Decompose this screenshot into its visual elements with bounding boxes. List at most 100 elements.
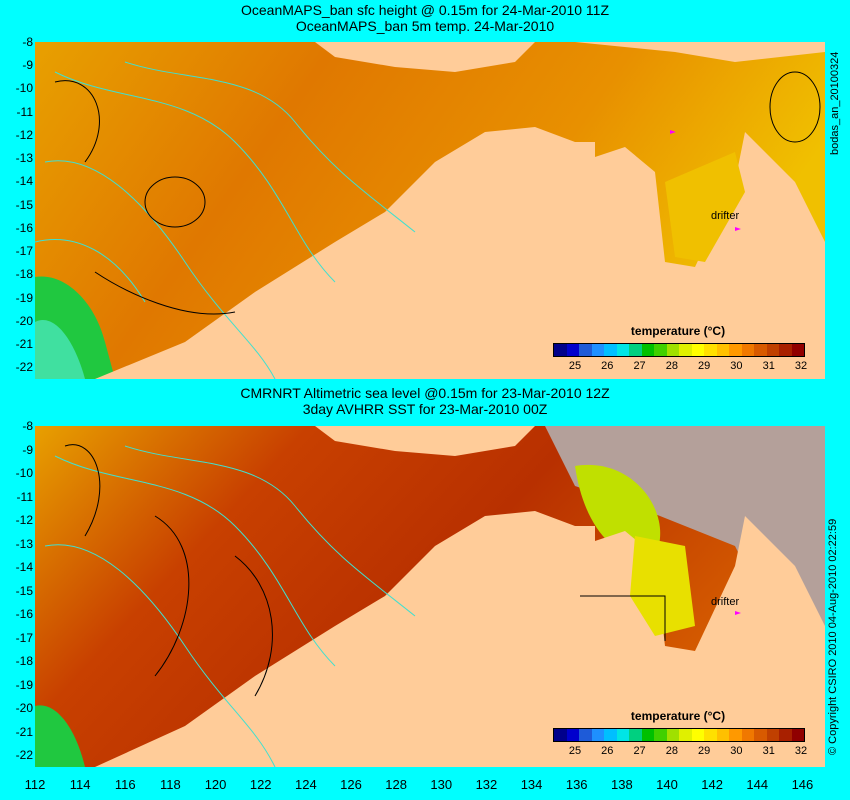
colorbar-tick-label: 30 xyxy=(730,745,743,757)
x-tick-label: 138 xyxy=(610,777,633,792)
colorbar-tick-label: 31 xyxy=(762,745,775,757)
colorbar-swatch xyxy=(591,729,604,741)
colorbar-swatch xyxy=(554,729,567,741)
panel2-cool-water xyxy=(35,705,85,767)
x-tick-label: 124 xyxy=(294,777,317,792)
x-tick-label: 114 xyxy=(69,777,91,792)
panel2-title-line2: 3day AVHRR SST for 23-Mar-2010 00Z xyxy=(302,401,548,417)
colorbar-tick-label: 31 xyxy=(762,360,775,372)
colorbar-swatch xyxy=(704,729,717,741)
x-tick-label: 128 xyxy=(385,777,407,792)
colorbar-swatch xyxy=(616,729,629,741)
panel1-colorbar-strip xyxy=(553,343,805,357)
panel1-colorbar-title: temperature (°C) xyxy=(630,324,726,338)
panel2-side-text: © Copyright CSIRO 2010 04-Aug-2010 02:22… xyxy=(827,518,839,755)
panel1-title-line1: OceanMAPS_ban sfc height @ 0.15m for 24-… xyxy=(240,2,610,18)
y-tick-label: -19 xyxy=(15,677,33,692)
x-tick-label: 126 xyxy=(340,777,362,792)
x-tick-label: 144 xyxy=(746,777,769,792)
y-tick-label: -21 xyxy=(15,337,33,352)
colorbar-swatch xyxy=(716,344,729,356)
y-tick-label: -14 xyxy=(15,174,33,189)
x-tick-label: 112 xyxy=(24,777,46,792)
y-tick-label: -22 xyxy=(15,360,33,375)
colorbar-swatch xyxy=(716,729,729,741)
colorbar-swatch xyxy=(579,729,592,741)
colorbar-swatch xyxy=(654,344,667,356)
colorbar-tick-label: 32 xyxy=(794,360,808,372)
panel1-gulf-water xyxy=(665,152,745,262)
panel2-drifter-label: drifter xyxy=(711,596,740,608)
y-tick-label: -16 xyxy=(15,220,33,235)
colorbar-tick-label: 30 xyxy=(730,360,743,372)
y-tick-label: -13 xyxy=(15,536,33,551)
x-tick-label: 120 xyxy=(204,777,227,792)
colorbar-tick-label: 26 xyxy=(601,360,614,372)
x-tick-label: 118 xyxy=(160,777,181,792)
colorbar-swatch xyxy=(629,344,642,356)
colorbar-swatch xyxy=(604,729,617,741)
panel2-land-indonesia xyxy=(315,426,535,456)
y-tick-label: -11 xyxy=(16,104,33,119)
y-tick-label: -17 xyxy=(15,244,33,259)
colorbar-swatch xyxy=(591,344,604,356)
colorbar-swatch xyxy=(566,729,579,741)
colorbar-tick-label: 27 xyxy=(633,360,646,372)
colorbar-swatch xyxy=(641,344,654,356)
colorbar-swatch xyxy=(629,729,642,741)
y-tick-label: -12 xyxy=(15,513,33,528)
panel1-map xyxy=(35,42,825,379)
colorbar-swatch xyxy=(766,344,779,356)
panel2-title-line1: CMRNRT Altimetric sea level @0.15m for 2… xyxy=(240,385,610,401)
colorbar-swatch xyxy=(679,729,692,741)
y-tick-label: -19 xyxy=(15,290,33,305)
x-tick-label: 132 xyxy=(475,777,498,792)
y-tick-label: -8 xyxy=(22,419,33,433)
panel1-cool-water-core xyxy=(35,320,85,379)
colorbar-swatch xyxy=(691,729,704,741)
colorbar-swatch xyxy=(779,344,792,356)
x-tick-label: 140 xyxy=(656,777,678,792)
y-tick-label: -20 xyxy=(15,313,33,328)
panel1-land-australia xyxy=(95,127,825,379)
colorbar-tick-label: 29 xyxy=(698,745,711,757)
colorbar-swatch xyxy=(641,729,654,741)
colorbar-swatch xyxy=(779,729,792,741)
colorbar-swatch xyxy=(691,344,704,356)
colorbar-swatch xyxy=(741,344,754,356)
colorbar-swatch xyxy=(616,344,629,356)
x-tick-label: 146 xyxy=(791,777,814,792)
x-tick-label: 142 xyxy=(701,777,723,792)
colorbar-swatch xyxy=(554,344,567,356)
colorbar-tick-label: 28 xyxy=(665,360,678,372)
panel2-gulf-water xyxy=(630,536,695,636)
y-tick-label: -18 xyxy=(15,654,33,669)
panel2-colorbar-strip xyxy=(553,728,805,742)
y-tick-label: -17 xyxy=(15,630,33,645)
y-tick-label: -11 xyxy=(16,489,33,504)
panel2-map xyxy=(35,426,825,767)
panel1-drifter-label: drifter xyxy=(711,210,740,222)
colorbar-swatch xyxy=(704,344,717,356)
panel2-colorbar-title: temperature (°C) xyxy=(630,709,726,723)
panel2-no-data xyxy=(545,426,825,767)
x-tick-label: 130 xyxy=(430,777,453,792)
panel1-title-line2: OceanMAPS_ban 5m temp. 24-Mar-2010 xyxy=(295,18,555,34)
colorbar-swatch xyxy=(604,344,617,356)
panel2-black-contours xyxy=(64,444,666,697)
panel2-cyan-contours xyxy=(44,445,416,767)
panel1-side-text: bodas_an_20100324 xyxy=(829,51,841,155)
colorbar-tick-label: 28 xyxy=(665,745,678,757)
y-tick-label: -9 xyxy=(22,442,33,457)
colorbar-tick-label: 25 xyxy=(568,745,582,757)
colorbar-swatch xyxy=(729,344,742,356)
colorbar-tick-label: 27 xyxy=(633,745,646,757)
panel1-land-indonesia xyxy=(315,42,535,72)
y-tick-label: -15 xyxy=(15,583,33,598)
panel1-drifter-marker-2 xyxy=(670,130,676,134)
colorbar-tick-label: 32 xyxy=(794,745,808,757)
colorbar-swatch xyxy=(741,729,754,741)
panel1-land-newguinea xyxy=(575,42,825,62)
x-tick-label: 122 xyxy=(249,777,272,792)
y-tick-label: -22 xyxy=(15,748,33,763)
